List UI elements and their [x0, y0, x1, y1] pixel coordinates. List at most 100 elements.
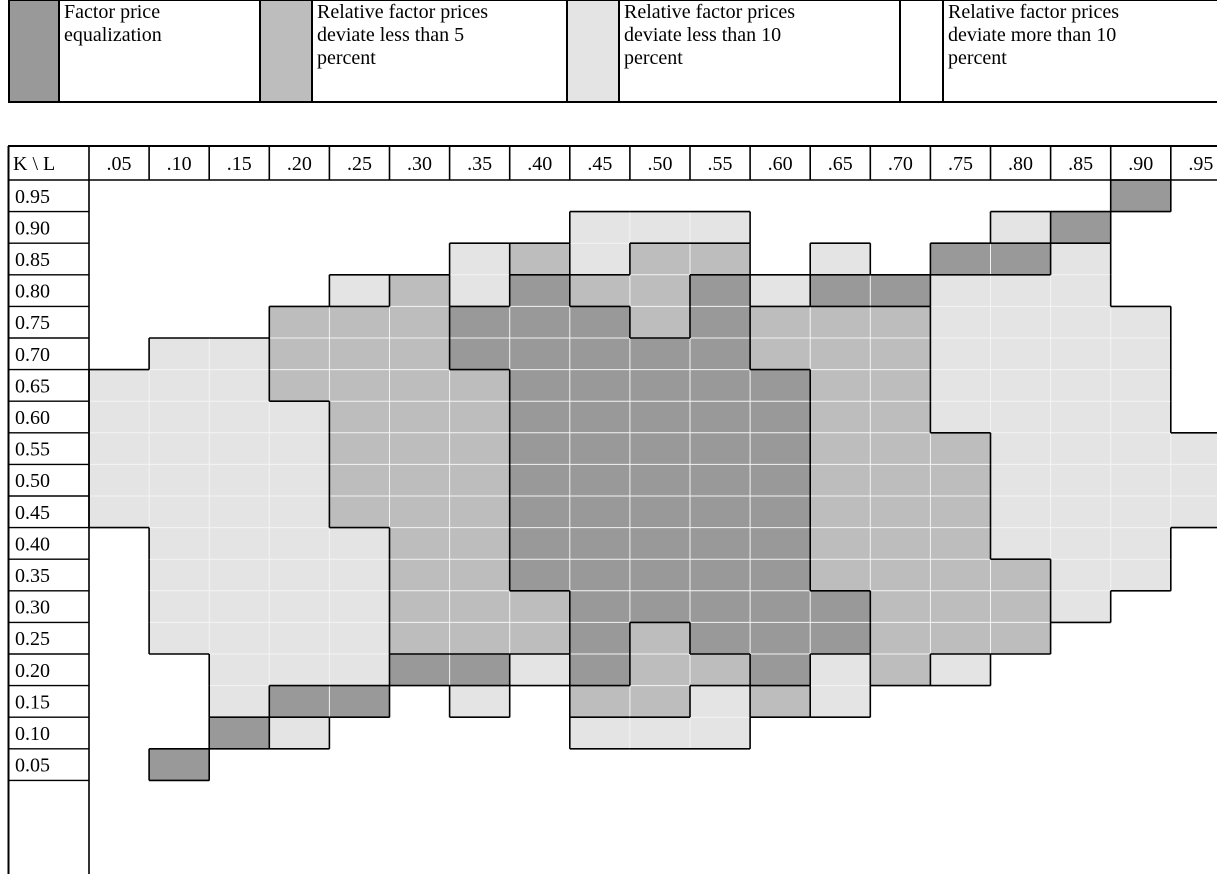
- x-tick-label: .45: [587, 153, 612, 175]
- heatmap-cell: [89, 369, 150, 402]
- heatmap-cell: [1050, 306, 1112, 339]
- heatmap-cell: [569, 274, 631, 307]
- heatmap-cell: [149, 369, 210, 402]
- heatmap-cell: [329, 338, 391, 371]
- x-tick-label: .35: [467, 153, 492, 175]
- heatmap-cell: [1050, 432, 1112, 465]
- heatmap-cell: [569, 717, 631, 750]
- heatmap-cell: [449, 559, 511, 592]
- heatmap-cell: [329, 590, 391, 623]
- heatmap-cell: [569, 369, 631, 402]
- heatmap-cell: [1110, 306, 1172, 339]
- heatmap-cell: [149, 590, 210, 623]
- legend-border: [566, 0, 568, 103]
- heatmap-cell: [569, 685, 631, 718]
- heatmap-cell: [810, 338, 871, 371]
- heatmap-cell: [990, 401, 1052, 434]
- heatmap-cell: [1110, 559, 1172, 592]
- heatmap-cell: [209, 338, 270, 371]
- heatmap-cell: [209, 590, 270, 623]
- heatmap-cell: [930, 306, 992, 339]
- heatmap-cell: [1170, 496, 1217, 529]
- heatmap-cell: [750, 559, 811, 592]
- heatmap-cell: [509, 496, 571, 529]
- x-tick-label: .75: [948, 153, 973, 175]
- heatmap-cell: [509, 527, 571, 560]
- heatmap-cell: [690, 306, 751, 339]
- heatmap-cell: [449, 243, 511, 276]
- heatmap-cell: [690, 369, 751, 402]
- heatmap-cell: [810, 369, 871, 402]
- legend-border: [8, 0, 1217, 1]
- heatmap-cell: [990, 211, 1052, 244]
- heatmap-cell: [329, 559, 391, 592]
- legend-border: [311, 0, 313, 103]
- heatmap-cell: [209, 654, 270, 687]
- heatmap-cell: [209, 432, 270, 465]
- heatmap-cell: [629, 243, 691, 276]
- y-tick-label: 0.45: [15, 502, 50, 524]
- heatmap-cell: [1050, 401, 1112, 434]
- heatmap-cell: [269, 338, 330, 371]
- legend-swatch-fpe: [10, 0, 58, 103]
- heatmap-cell: [389, 274, 451, 307]
- legend-border: [8, 0, 10, 103]
- heatmap-cell: [750, 401, 811, 434]
- x-tick-label: .30: [407, 153, 432, 175]
- heatmap-cell: [269, 306, 330, 339]
- heatmap-cell: [870, 622, 931, 655]
- heatmap-cell: [329, 496, 391, 529]
- heatmap-cell: [569, 496, 631, 529]
- y-tick-label: 0.70: [15, 344, 50, 366]
- y-tick-label: 0.95: [15, 186, 50, 208]
- legend-border: [899, 0, 901, 103]
- heatmap-cell: [209, 401, 270, 434]
- heatmap-cell: [149, 432, 210, 465]
- legend-border: [942, 0, 944, 103]
- heatmap-cell: [930, 401, 992, 434]
- corner-label: K \ L: [13, 153, 55, 175]
- heatmap-cell: [569, 590, 631, 623]
- y-tick-label: 0.65: [15, 375, 50, 397]
- heatmap-cell: [629, 590, 691, 623]
- heatmap-cell: [629, 274, 691, 307]
- heatmap-cell: [449, 527, 511, 560]
- heatmap-cell: [149, 622, 210, 655]
- heatmap-cell: [870, 464, 931, 497]
- heatmap-cell: [629, 432, 691, 465]
- legend-label-gt10: Relative factor prices deviate more than…: [948, 1, 1120, 69]
- heatmap-cell: [750, 432, 811, 465]
- x-tick-label: .50: [647, 153, 672, 175]
- heatmap-cell: [209, 527, 270, 560]
- heatmap-cell: [89, 432, 150, 465]
- heatmap-cell: [870, 527, 931, 560]
- heatmap-cell: [930, 243, 992, 276]
- heatmap-cell: [750, 274, 811, 307]
- heatmap-cell: [569, 527, 631, 560]
- heatmap-cell: [329, 401, 391, 434]
- heatmap-cell: [990, 590, 1052, 623]
- x-tick-label: .15: [227, 153, 252, 175]
- heatmap-cell: [690, 717, 751, 750]
- heatmap-cell: [990, 243, 1052, 276]
- heatmap-cell: [690, 243, 751, 276]
- y-tick-label: 0.40: [15, 533, 50, 555]
- heatmap-cell: [930, 590, 992, 623]
- heatmap-cell: [449, 464, 511, 497]
- heatmap-cell: [810, 464, 871, 497]
- heatmap-cell: [389, 464, 451, 497]
- y-tick-label: 0.05: [15, 755, 50, 777]
- y-tick-label: 0.75: [15, 312, 50, 334]
- heatmap-cell: [389, 306, 451, 339]
- heatmap-cell: [329, 527, 391, 560]
- heatmap-cell: [870, 369, 931, 402]
- heatmap-cell: [629, 211, 691, 244]
- heatmap-cell: [449, 274, 511, 307]
- heatmap-cell: [690, 211, 751, 244]
- heatmap-cell: [329, 654, 391, 687]
- heatmap-cell: [509, 622, 571, 655]
- heatmap-cell: [810, 306, 871, 339]
- x-tick-label: .90: [1128, 153, 1153, 175]
- heatmap-cell: [810, 401, 871, 434]
- heatmap-cell: [930, 338, 992, 371]
